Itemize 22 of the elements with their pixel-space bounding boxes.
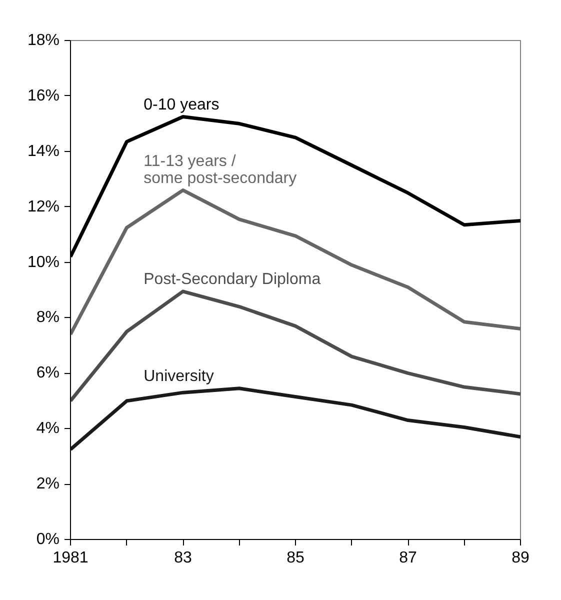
y-tick-label: 2%	[36, 476, 60, 493]
y-tick-label: 16%	[27, 87, 60, 104]
series-label: 11-13 years / some post-secondary	[144, 152, 297, 187]
line-series	[70, 290, 520, 403]
x-tick-label: 85	[286, 550, 304, 566]
series-label: Post-Secondary Diploma	[144, 271, 321, 288]
y-tick-label: 10%	[27, 254, 60, 271]
line-series	[70, 386, 520, 452]
x-tick-label: 83	[174, 550, 192, 566]
y-tick-label: 0%	[36, 531, 60, 548]
x-tick-label: 89	[512, 550, 530, 566]
y-tick-label: 12%	[27, 198, 60, 216]
y-tick-label: 8%	[36, 309, 60, 326]
line-series	[70, 188, 520, 336]
y-tick-label: 18%	[27, 32, 60, 49]
y-tick-label: 14%	[27, 142, 60, 160]
series-label: University	[144, 368, 214, 386]
y-tick-label: 6%	[36, 364, 60, 382]
series-label: 0-10 years	[144, 96, 220, 114]
x-tick-label: 1981	[52, 550, 88, 566]
y-tick-label: 4%	[36, 420, 60, 438]
x-tick-label: 87	[399, 550, 417, 566]
